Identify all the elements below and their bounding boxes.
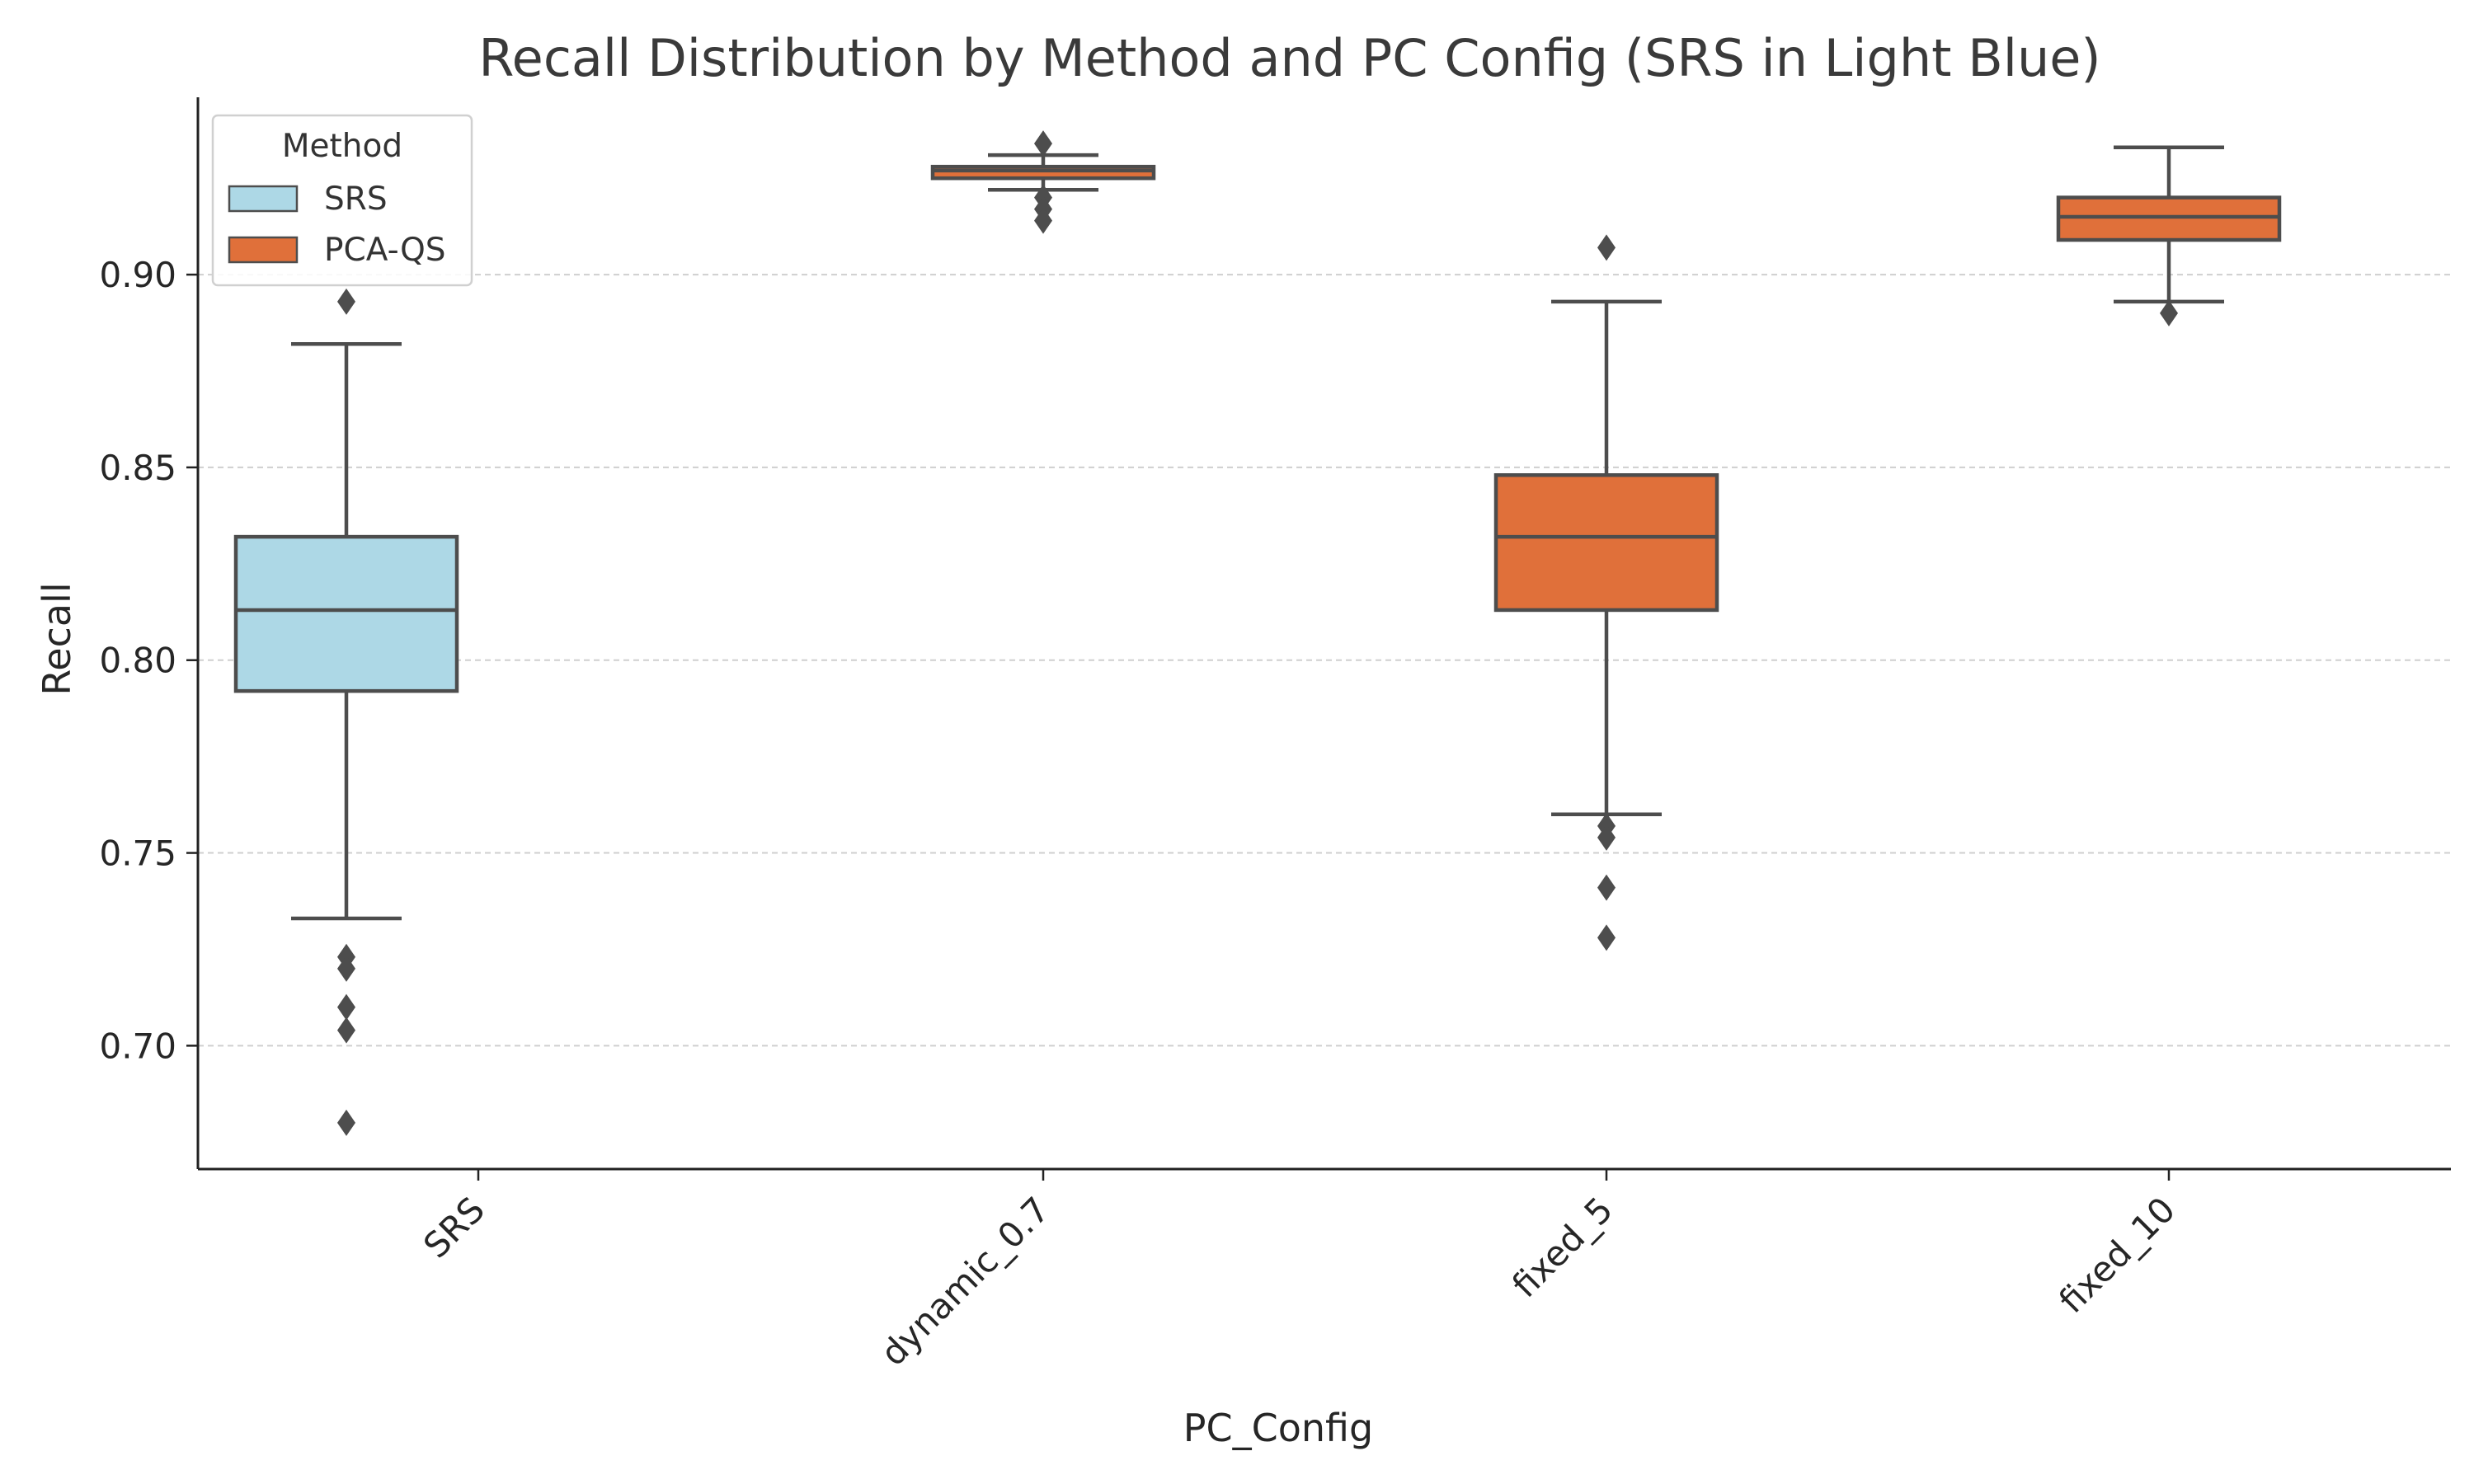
- outlier-point: [337, 288, 355, 315]
- iqr-box: [2056, 195, 2282, 242]
- legend-swatch-pca-qs: [228, 236, 299, 264]
- outlier-point: [337, 993, 355, 1021]
- legend-label-pca-qs: PCA-QS: [324, 232, 446, 269]
- x-tick-label: SRS: [416, 1189, 492, 1266]
- outlier-point: [337, 1017, 355, 1044]
- chart-title: Recall Distribution by Method and PC Con…: [478, 28, 2100, 88]
- grid-lines: [198, 274, 2451, 1047]
- y-tick-label: 0.80: [99, 641, 176, 681]
- outlier-point: [1597, 874, 1616, 901]
- x-tick-label: fixed_5: [1504, 1189, 1620, 1305]
- legend-title: Method: [282, 128, 402, 165]
- legend-swatch-srs: [228, 185, 299, 213]
- outlier-point: [2160, 299, 2178, 326]
- box-series: [233, 130, 2282, 1136]
- iqr-box: [233, 534, 459, 693]
- outlier-point: [1597, 824, 1616, 851]
- y-axis-title: Recall: [35, 582, 79, 695]
- legend-label-srs: SRS: [324, 181, 388, 218]
- y-tick-label: 0.70: [99, 1026, 176, 1066]
- box-dynamic_0.7: [930, 130, 1156, 234]
- iqr-box: [1493, 473, 1719, 613]
- outlier-point: [337, 1109, 355, 1136]
- outlier-point: [1597, 924, 1616, 951]
- iqr-box: [930, 164, 1156, 181]
- y-axis: 0.70 0.75 0.80 0.85 0.90: [99, 97, 200, 1169]
- y-tick-label: 0.90: [99, 255, 176, 295]
- legend: Method SRS PCA-QS: [211, 114, 473, 287]
- x-tick-label: dynamic_0.7: [872, 1189, 1057, 1374]
- x-tick-label: fixed_10: [2051, 1189, 2183, 1321]
- box-fixed_5: [1493, 234, 1719, 951]
- outlier-point: [1597, 234, 1616, 261]
- box-SRS: [233, 288, 459, 1136]
- x-axis-title: PC_Config: [1183, 1406, 1373, 1450]
- outlier-point: [1034, 207, 1052, 234]
- x-axis: SRS dynamic_0.7 fixed_5 fixed_10: [198, 1167, 2451, 1374]
- outlier-point: [337, 955, 355, 982]
- outlier-point: [1034, 130, 1052, 157]
- box-fixed_10: [2056, 145, 2282, 326]
- y-tick-label: 0.85: [99, 448, 176, 488]
- y-tick-label: 0.75: [99, 834, 176, 874]
